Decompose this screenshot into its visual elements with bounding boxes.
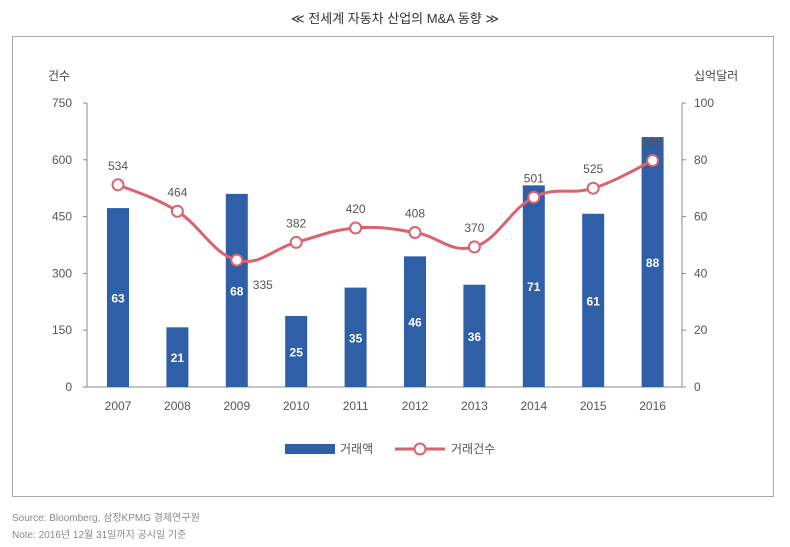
left-axis-title: 건수 [48,69,70,83]
line-value-label: 534 [108,159,128,173]
left-tick-label: 300 [52,266,72,280]
bar-value-label: 46 [408,316,422,330]
bar [463,284,486,387]
line-value-label: 598 [643,135,663,149]
left-tick-label: 150 [52,323,72,337]
line-value-label: 525 [583,162,603,176]
left-tick-label: 750 [52,96,72,110]
x-tick-label: 2014 [520,399,547,413]
chart-title: ≪ 전세계 자동차 산업의 M&A 동향 ≫ [291,11,499,26]
bar-value-label: 71 [527,280,541,294]
line-point [467,240,481,254]
line-point [586,181,600,195]
right-axis-title: 십억달러 [694,69,738,83]
bar-value-label: 25 [290,346,304,360]
legend-line-marker [413,442,427,456]
x-tick-label: 2007 [105,399,132,413]
line-point [230,253,244,267]
x-tick-label: 2016 [639,399,666,413]
bar-value-label: 88 [646,256,660,270]
left-tick-label: 450 [52,210,72,224]
bar-value-label: 68 [230,284,244,298]
line-point [111,178,125,192]
bar-value-label: 63 [111,292,125,306]
legend-line-label: 거래건수 [451,442,495,456]
line-value-label: 420 [346,202,366,216]
x-tick-label: 2009 [223,399,250,413]
x-tick-label: 2008 [164,399,191,413]
legend-bar-swatch [285,444,335,454]
bar [641,137,664,387]
right-tick-label: 80 [694,153,708,167]
x-tick-label: 2011 [343,399,369,413]
legend-bar-label: 거래액 [340,442,373,456]
line-series [117,159,654,263]
right-tick-label: 40 [694,266,708,280]
chart-frame [12,36,774,497]
line-point [170,204,184,218]
left-tick-label: 0 [65,380,72,394]
bar [225,193,248,387]
bar-value-label: 36 [468,330,482,344]
line-value-label: 382 [286,216,306,230]
x-tick-label: 2012 [402,399,429,413]
line-value-label: 370 [464,221,484,235]
line-value-label: 335 [253,278,273,292]
bar-value-label: 61 [587,294,601,308]
bar [344,287,367,387]
bar-value-label: 35 [349,331,363,345]
bar [107,208,129,387]
line-value-label: 464 [167,185,187,199]
x-tick-label: 2015 [580,399,607,413]
right-tick-label: 0 [694,380,701,394]
line-point [408,226,422,240]
line-value-label: 501 [524,171,544,185]
source-note: Source: Bloomberg, 삼정KPMG 경제연구원 [12,513,200,524]
line-point [646,154,660,168]
line-point [527,190,541,204]
right-tick-label: 100 [694,96,714,110]
line-point [289,235,303,249]
bar [404,256,426,387]
bar-value-label: 21 [171,351,185,365]
x-tick-label: 2010 [283,399,310,413]
line-point [349,221,363,235]
left-tick-label: 600 [52,153,72,167]
right-tick-label: 20 [694,323,708,337]
date-note: Note: 2016년 12월 31일까지 공시일 기준 [12,530,187,541]
line-value-label: 408 [405,207,425,221]
bar [166,327,189,387]
right-tick-label: 60 [694,210,708,224]
x-tick-label: 2013 [461,399,488,413]
bar [582,213,605,387]
bar [522,185,545,387]
bar [285,316,308,387]
